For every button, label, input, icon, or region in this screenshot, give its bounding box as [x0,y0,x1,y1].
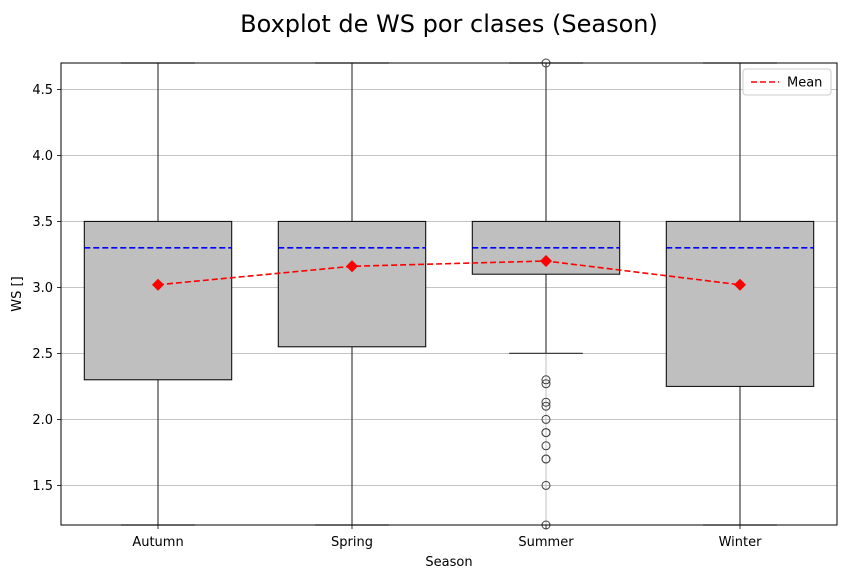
legend-label-mean: Mean [787,76,822,91]
mean-line [157,260,741,286]
y-tick-label: 4.0 [32,149,53,164]
outlier-point [541,441,551,451]
outlier-point [541,379,551,389]
box-iqr [665,220,815,387]
box-group-spring [277,62,427,526]
box-iqr [277,220,427,348]
x-axis: Autumn Spring Summer Winter [132,525,762,550]
y-tick-label: 2.0 [32,413,53,428]
outlier-point [541,428,551,438]
outlier-point [541,414,551,424]
y-tick-label: 3.5 [32,215,53,230]
mean-marker [734,278,746,291]
outlier-point [541,397,551,407]
mean-marker [152,278,164,291]
x-axis-label: Season [425,555,472,570]
y-tick-label: 1.5 [32,479,53,494]
outlier-point [541,401,551,411]
legend-box [742,68,832,96]
boxes-layer [83,58,815,530]
x-tick-label: Autumn [132,535,183,550]
x-tick-label: Spring [331,535,373,550]
means-layer [152,255,746,291]
legend: Mean [742,68,832,96]
y-tick-label: 3.0 [32,281,53,296]
chart-title: Boxplot de WS por clases (Season) [240,10,658,38]
box-group-winter [665,62,815,526]
x-tick-label: Winter [719,535,763,550]
outlier-point [541,454,551,464]
y-tick-label: 4.5 [32,83,53,98]
box-iqr [83,220,233,381]
mean-marker [540,255,552,267]
box-group-autumn [83,62,233,526]
x-tick-label: Summer [518,535,574,550]
y-axis: 1.5 2.0 2.5 3.0 3.5 4.0 4.5 [32,83,61,494]
mean-marker [346,260,358,273]
y-axis-label: WS [] [10,276,25,311]
plot-frame [60,62,838,526]
outlier-point [541,480,551,490]
outlier-point [541,375,551,385]
y-tick-label: 2.5 [32,347,53,362]
